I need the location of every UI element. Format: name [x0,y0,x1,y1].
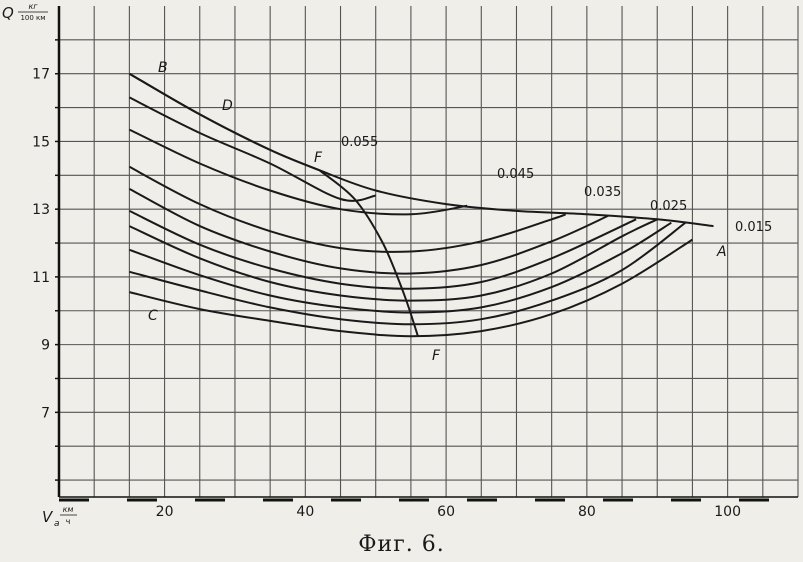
tick-labels: 20 40 60 80 100 7 9 11 13 15 17 Q кг 100 км V aкм ч [2,2,741,529]
curve-label: 0.055 [341,135,378,150]
point-label: A [716,244,727,260]
x-tick-label: 80 [578,504,596,520]
y-tick-label: 17 [32,67,50,83]
y-axis-unit-denominator: 100 км [20,14,45,22]
series-curve [128,96,376,202]
series-curve [128,72,320,172]
x-axis-unit-numerator: км [63,505,74,514]
point-label: D [222,98,233,114]
x-tick-label: 40 [296,504,314,520]
curve-label: 0.025 [650,199,687,214]
figure-caption: Фиг. 6. [358,532,445,557]
curve-labels: 0.015 0.025 0.035 0.045 0.055 B D F A C F [148,60,772,364]
x-tick-label: 60 [437,504,455,520]
grid [59,6,799,497]
series-curve [128,165,567,253]
x-axis-title: V [42,508,54,526]
point-label: F [314,150,323,166]
series-curve [128,188,609,275]
series-curve [129,221,686,326]
y-axis-title: Q [2,4,14,22]
axes [55,6,798,502]
series-curve [318,169,419,337]
y-axis-unit-numerator: кг [28,2,38,11]
y-tick-label: 13 [32,202,50,218]
curve-label: 0.035 [584,185,621,200]
x-tick-label: 20 [156,504,174,520]
series-curve [128,128,468,216]
x-axis-title-subscript: a [54,519,60,529]
y-tick-label: 7 [41,405,50,421]
y-tick-label: 9 [41,338,50,354]
curve-label: 0.045 [497,167,534,182]
point-label: F [432,348,441,364]
x-axis-unit-denominator: ч [66,517,71,526]
x-tick-label: 100 [714,504,741,520]
series-curve [129,238,693,338]
point-label: B [158,60,168,76]
point-label: C [148,308,158,324]
series-curves [128,72,714,338]
series-curve [128,218,658,302]
curve-label: 0.015 [735,220,772,235]
fuel-consumption-chart: 0.015 0.025 0.035 0.045 0.055 B D F A C F 20 40 60 80… [2,2,799,529]
y-tick-label: 11 [32,270,50,286]
series-curve [128,72,714,228]
series-curve [128,209,637,290]
y-tick-label: 15 [32,134,50,150]
